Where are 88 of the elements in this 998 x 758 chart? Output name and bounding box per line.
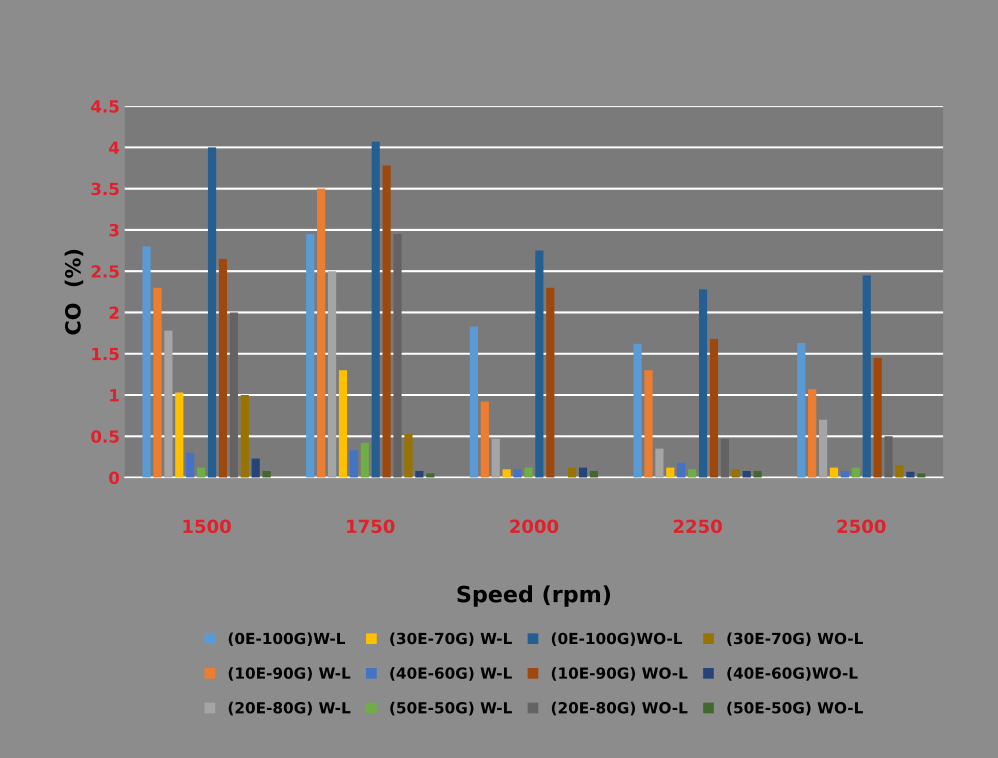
bar (328, 271, 336, 478)
bar (164, 330, 172, 478)
y-axis-title: CO (%) (64, 250, 84, 335)
x-tick-label: 1500 (183, 520, 231, 534)
bar (688, 469, 696, 478)
y-tick-label: 0 (109, 472, 120, 484)
legend-label: (0E-100G)WO-L (552, 632, 682, 646)
bar (524, 468, 533, 478)
bar (633, 344, 642, 478)
bar (720, 438, 729, 478)
legend-label: (10E-90G) WO-L (552, 667, 688, 681)
bar (884, 436, 893, 478)
bar (350, 450, 358, 478)
bar (732, 469, 740, 478)
legend-label: (50E-50G) WO-L (727, 702, 863, 716)
bar (698, 289, 708, 478)
bar (917, 473, 926, 478)
bar (208, 147, 216, 478)
bar (415, 470, 424, 478)
bar (252, 458, 260, 478)
bar (797, 343, 806, 478)
x-tick-label: 2000 (510, 520, 558, 534)
bar (590, 470, 598, 478)
bar (754, 470, 762, 478)
legend-label: (40E-60G) W-L (390, 667, 512, 681)
y-tick-label: 1.5 (92, 348, 119, 360)
bar (372, 142, 380, 478)
bar (502, 469, 511, 478)
bar (426, 473, 434, 478)
bar (568, 468, 576, 478)
bar (338, 370, 348, 478)
legend-label: (30E-70G) WO-L (727, 632, 863, 646)
bar (393, 234, 402, 478)
bar (818, 420, 828, 478)
bar (317, 188, 326, 478)
bar (142, 246, 151, 478)
bar (644, 370, 653, 478)
legend-label: (0E-100G)W-L (228, 632, 346, 646)
bar (240, 395, 249, 478)
bar (306, 234, 314, 478)
x-tick-label: 1750 (347, 520, 395, 534)
bar (480, 402, 489, 478)
bar (404, 434, 413, 478)
y-tick-label: 2.5 (92, 265, 119, 278)
y-tick-label: 3 (109, 224, 119, 236)
x-tick-label: 2250 (674, 520, 722, 534)
bar (895, 465, 904, 478)
bar (742, 470, 751, 478)
bar (153, 288, 162, 478)
bar (655, 448, 664, 478)
legend-label: (20E-80G) W-L (228, 702, 350, 716)
bar (360, 442, 369, 478)
bar (808, 389, 816, 478)
bar (666, 468, 674, 478)
bar (578, 468, 588, 478)
bar (546, 288, 554, 478)
bar (852, 468, 860, 478)
bar (218, 258, 228, 478)
bar (492, 438, 500, 478)
y-tick-label: 4 (109, 142, 120, 154)
legend-label: (30E-70G) W-L (390, 632, 512, 646)
legend-label: (40E-60G)WO-L (727, 667, 858, 681)
bar (840, 470, 849, 478)
y-tick-label: 0.5 (91, 430, 119, 443)
y-tick-label: 1 (110, 389, 119, 402)
legend-label: (10E-90G) W-L (228, 667, 350, 681)
bar (874, 358, 882, 478)
bar (906, 472, 914, 478)
x-tick-label: 2500 (838, 520, 886, 534)
bar (470, 326, 478, 478)
bar (175, 392, 184, 478)
bar (382, 166, 391, 478)
y-tick-label: 2 (110, 306, 118, 319)
bar (186, 452, 194, 478)
x-axis-title: Speed (rpm) (458, 585, 610, 607)
bar (197, 468, 206, 478)
bar (513, 469, 522, 478)
legend-label: (50E-50G) W-L (390, 702, 512, 716)
bar (262, 470, 271, 478)
bar (677, 462, 686, 478)
bar (830, 468, 838, 478)
bar (862, 275, 871, 478)
y-tick-label: 3.5 (91, 182, 119, 196)
bar (230, 312, 238, 478)
y-tick-label: 4.5 (91, 100, 119, 113)
bar (535, 250, 544, 478)
bar (710, 338, 718, 478)
legend-label: (20E-80G) WO-L (552, 702, 688, 716)
